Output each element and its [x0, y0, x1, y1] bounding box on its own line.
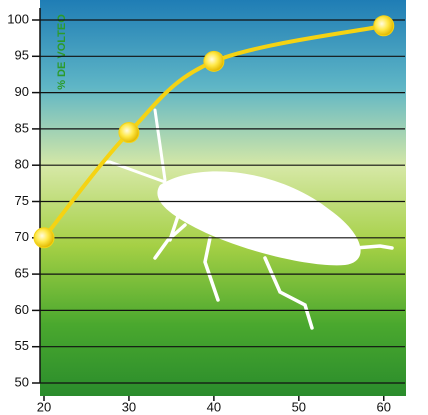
x-tick-label: 20 — [37, 399, 51, 414]
point — [119, 123, 139, 143]
y-axis-label: % DE VOLTEO — [56, 14, 68, 90]
y-tick-label: 65 — [15, 266, 29, 281]
y-tick-label: 95 — [15, 48, 29, 63]
x-tick-label: 60 — [377, 399, 391, 414]
y-tick-label: 55 — [15, 338, 29, 353]
point — [374, 16, 394, 36]
x-tick-label: 30 — [122, 399, 136, 414]
point — [34, 228, 54, 248]
y-tick-label: 60 — [15, 302, 29, 317]
y-tick-label: 50 — [15, 374, 29, 389]
chart: % DE VOLTEO 50 55 60 65 70 75 80 85 90 95 100 20 30 4… — [0, 0, 428, 415]
y-tick-label: 75 — [15, 193, 29, 208]
y-tick-label: 90 — [15, 84, 29, 99]
x-tick-label: 50 — [292, 399, 306, 414]
page: {"chart_data": {"type": "line", "y_label… — [0, 0, 428, 415]
y-tick-label: 80 — [15, 157, 29, 172]
y-tick-label: 100 — [7, 11, 29, 26]
y-tick-label: 70 — [15, 229, 29, 244]
point — [204, 51, 224, 71]
x-tick-label: 40 — [207, 399, 221, 414]
y-tick-label: 85 — [15, 120, 29, 135]
